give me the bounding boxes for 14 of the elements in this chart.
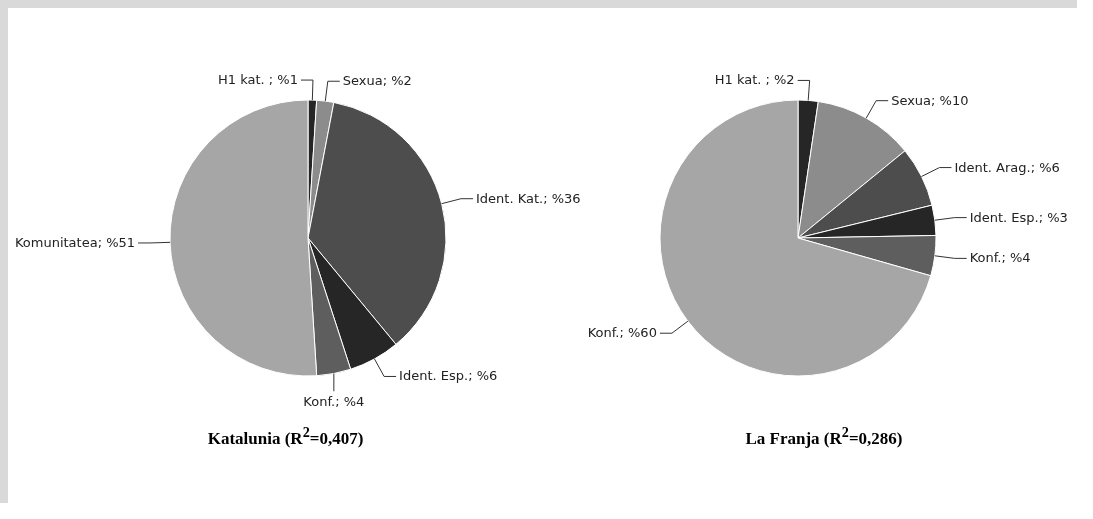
text: La Franja (R$^{2}$=0,286) <box>744 424 904 449</box>
slice-label: Konf.; %60 <box>587 325 657 341</box>
slice-label: Konf.; %4 <box>303 394 365 410</box>
slice-label: Ident. Esp.; %6 <box>399 368 498 384</box>
slice-label: Ident. Kat.; %36 <box>476 190 581 206</box>
slice-label: H1 kat. ; %2 <box>714 72 795 88</box>
slice-label: Ident. Arag.; %6 <box>954 159 1060 175</box>
slice-label: H1 kat. ; %1 <box>218 72 298 88</box>
slice-label: Ident. Esp.; %3 <box>969 209 1068 225</box>
slice-label: Konf.; %4 <box>969 250 1031 266</box>
slice-label: Sexua; %10 <box>891 92 969 108</box>
slice-label: Komunitatea; %51 <box>14 234 136 250</box>
slice-label: Sexua; %2 <box>342 73 412 89</box>
text: Katalunia (R$^{2}$=0,407) <box>206 424 365 449</box>
